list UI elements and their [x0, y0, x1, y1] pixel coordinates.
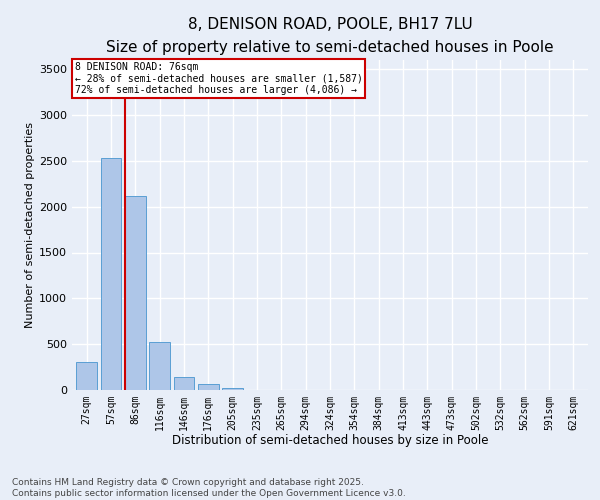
Bar: [101, 158, 121, 390]
Bar: [76, 362, 97, 390]
Text: Contains HM Land Registry data © Crown copyright and database right 2025.
Contai: Contains HM Land Registry data © Crown c…: [12, 478, 406, 498]
Bar: [149, 342, 170, 390]
Y-axis label: Number of semi-detached properties: Number of semi-detached properties: [25, 122, 35, 328]
Bar: [173, 376, 194, 390]
Bar: [222, 388, 243, 390]
Text: 8 DENISON ROAD: 76sqm
← 28% of semi-detached houses are smaller (1,587)
72% of s: 8 DENISON ROAD: 76sqm ← 28% of semi-deta…: [74, 62, 362, 95]
Title: 8, DENISON ROAD, POOLE, BH17 7LU
Size of property relative to semi-detached hous: 8, DENISON ROAD, POOLE, BH17 7LU Size of…: [106, 18, 554, 54]
Bar: [198, 384, 218, 390]
Bar: [125, 196, 146, 390]
X-axis label: Distribution of semi-detached houses by size in Poole: Distribution of semi-detached houses by …: [172, 434, 488, 448]
